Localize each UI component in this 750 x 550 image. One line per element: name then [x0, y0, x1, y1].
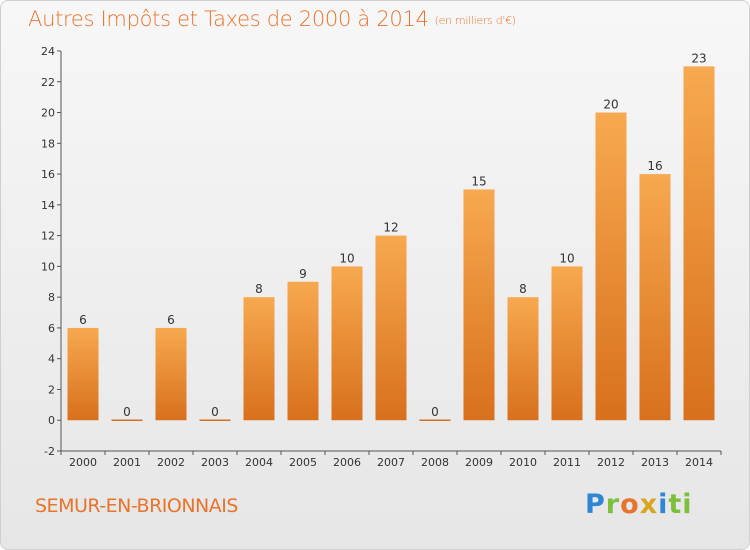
y-tick-label: 8: [48, 291, 55, 304]
x-tick-label: 2004: [245, 456, 273, 469]
x-tick-label: 2009: [465, 456, 493, 469]
y-tick-label: 24: [41, 45, 55, 58]
x-tick-label: 2010: [509, 456, 537, 469]
y-tick-label: 12: [41, 230, 55, 243]
x-tick-label: 2011: [553, 456, 581, 469]
logo-letter: r: [605, 489, 621, 520]
data-label: 10: [339, 251, 354, 265]
bar: [375, 235, 407, 421]
bar: [243, 297, 275, 421]
bar: [683, 66, 715, 421]
chart-title-text: Autres Impôts et Taxes de 2000 à 2014: [28, 7, 429, 31]
data-label: 20: [603, 98, 618, 112]
data-label: 10: [559, 251, 574, 265]
bar: [595, 112, 627, 421]
x-tick-label: 2006: [333, 456, 361, 469]
y-tick-label: 16: [41, 168, 55, 181]
data-label: 8: [255, 282, 263, 296]
x-tick-label: 2001: [113, 456, 141, 469]
data-label: 23: [691, 51, 706, 65]
y-tick-label: 18: [41, 137, 55, 150]
data-label: 15: [471, 174, 486, 188]
logo-letter: P: [585, 489, 606, 520]
y-tick-label: 22: [41, 76, 55, 89]
bar: [507, 297, 539, 421]
logo-letter: o: [620, 489, 640, 520]
x-tick-label: 2013: [641, 456, 669, 469]
y-tick-label: 14: [41, 199, 55, 212]
x-tick-label: 2007: [377, 456, 405, 469]
data-label: 8: [519, 282, 527, 296]
y-tick-label: 2: [48, 383, 55, 396]
bar: [551, 266, 583, 421]
y-tick-label: 4: [48, 353, 55, 366]
x-tick-label: 2003: [201, 456, 229, 469]
data-label: 0: [123, 405, 131, 419]
logo-letter: x: [639, 489, 659, 520]
y-tick-label: 20: [41, 107, 55, 120]
data-label: 16: [647, 159, 662, 173]
bar: [639, 174, 671, 421]
bar: [463, 189, 495, 421]
y-tick-label: 10: [41, 260, 55, 273]
data-label: 6: [167, 313, 175, 327]
y-tick-label: 6: [48, 322, 55, 335]
commune-name: SEMUR-EN-BRIONNAIS: [35, 495, 238, 517]
bar: [67, 327, 99, 421]
bar: [287, 281, 319, 421]
chart-title: Autres Impôts et Taxes de 2000 à 2014 (en…: [28, 7, 516, 31]
y-tick-label: -2: [44, 445, 55, 458]
x-tick-label: 2002: [157, 456, 185, 469]
data-label: 12: [383, 221, 398, 235]
chart-unit: (en milliers d'€): [434, 14, 516, 27]
y-tick-label: 0: [48, 414, 55, 427]
data-label: 9: [299, 267, 307, 281]
bar: [331, 266, 363, 421]
x-tick-label: 2014: [685, 456, 713, 469]
proxiti-logo: Proxiti: [585, 489, 693, 520]
x-tick-label: 2008: [421, 456, 449, 469]
bar: [155, 327, 187, 421]
data-label: 0: [211, 405, 219, 419]
data-label: 6: [79, 313, 87, 327]
data-label: 0: [431, 405, 439, 419]
x-tick-label: 2012: [597, 456, 625, 469]
x-tick-label: 2000: [69, 456, 97, 469]
logo-letter: ti: [668, 489, 693, 520]
logo-letter: i: [658, 489, 669, 520]
x-tick-label: 2005: [289, 456, 317, 469]
